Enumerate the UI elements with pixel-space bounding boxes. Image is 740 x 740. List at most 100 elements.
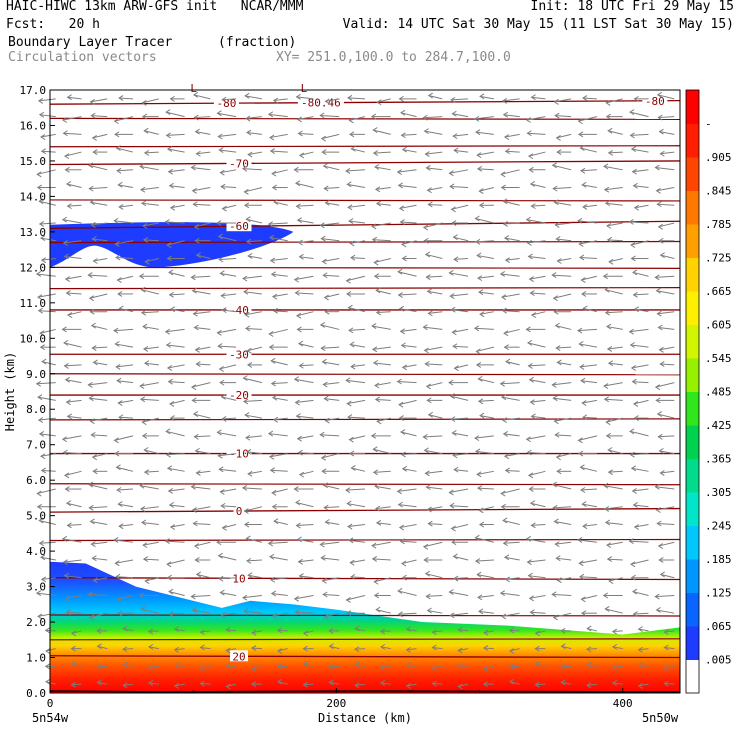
circulation-vector [426,288,443,295]
circulation-vector [65,500,82,508]
circulation-vector [90,112,108,119]
circulation-vector [482,681,494,688]
circulation-vector [147,664,159,671]
circulation-vector [475,346,494,355]
temperature-contour-line [49,614,681,617]
circulation-vector [272,416,288,423]
circulation-vector [449,393,469,401]
circulation-vector [269,257,288,264]
circulation-vector [663,644,675,651]
colorbar-segment [686,291,699,325]
circulation-vector [503,328,520,337]
circulation-vector [348,218,366,225]
y-axis-title: Height (km) [3,352,17,431]
circulation-vector [38,111,56,118]
circulation-vector [194,128,211,135]
circulation-vector [504,576,520,583]
circulation-vector [580,377,598,384]
contour-label: -20 [229,389,249,402]
circulation-vector [321,257,340,265]
circulation-vector [658,557,675,563]
circulation-vector [38,198,56,206]
circulation-vector [89,199,108,206]
circulation-vector [247,572,262,579]
contour-label: -30 [229,348,249,361]
circulation-vector [605,432,623,439]
circulation-vector [554,112,572,119]
circulation-vector [294,609,314,616]
circulation-vector [346,500,366,508]
circulation-vector [165,342,185,348]
circulation-vector [560,628,572,634]
circulation-vector [193,433,211,440]
circulation-vector [422,434,443,440]
circulation-vector [401,146,417,153]
circulation-vector [295,180,314,189]
circulation-vector [194,346,211,353]
header-line2-right: Valid: 14 UTC Sat 30 May 15 (11 LST Sat … [342,17,734,32]
circulation-vector [346,291,365,297]
circulation-vector [534,645,546,652]
circulation-vector [631,488,649,494]
circulation-vector [271,293,288,300]
circulation-vector [293,486,314,492]
circulation-vector [35,380,56,387]
circulation-vector [220,292,237,299]
circulation-vector [218,364,237,372]
circulation-vector [114,240,134,247]
temperature-contour--80 [49,99,681,105]
circulation-vector [165,451,185,458]
circulation-vector [269,133,288,141]
circulation-vector [526,130,546,137]
circulation-vector [607,469,623,476]
circulation-vector [142,346,159,352]
temperature-contour-line [49,266,681,269]
circulation-vector [293,166,314,173]
circulation-vector [350,363,366,370]
circulation-vector [580,275,598,283]
circulation-vector [243,288,262,295]
circulation-vector [242,398,262,405]
header-line1-right: Init: 18 UTC Fri 29 May 15 [530,0,735,14]
circulation-vector [398,399,417,408]
circulation-vector [322,591,340,598]
circulation-vector [476,485,494,492]
circulation-vector [586,661,598,668]
circulation-vector [91,133,108,141]
circulation-vector [372,446,391,455]
circulation-vector [376,98,391,106]
circulation-vector [319,321,340,330]
contour-label: -40 [229,304,249,317]
circulation-vector [168,588,185,596]
circulation-vector [270,271,288,278]
circulation-vector [190,382,211,391]
circulation-vector [36,503,56,510]
circulation-vector [508,648,520,654]
circulation-vector [552,504,572,511]
circulation-vector [425,382,443,390]
circulation-vector [117,291,134,297]
colorbar-label: - [705,118,712,131]
circulation-vector [603,396,623,403]
circulation-vector [632,611,649,618]
circulation-vector [245,434,262,441]
circulation-vector [138,592,159,599]
colorbar-segment [686,190,699,225]
circulation-vector [552,395,572,402]
circulation-vector [474,238,494,245]
circulation-vector [217,452,237,459]
colorbar-frame [685,89,700,694]
circulation-vector [66,522,82,529]
circulation-vector [220,393,237,401]
circulation-vector [552,185,572,192]
circulation-vector [225,683,237,690]
circulation-vector [199,629,211,636]
circulation-vector [173,626,185,633]
circulation-vector [168,291,185,298]
circulation-vector [654,593,675,600]
circulation-vector [372,359,391,366]
circulation-vector [630,574,649,581]
circulation-vector [632,182,649,189]
circulation-vector [173,646,185,653]
